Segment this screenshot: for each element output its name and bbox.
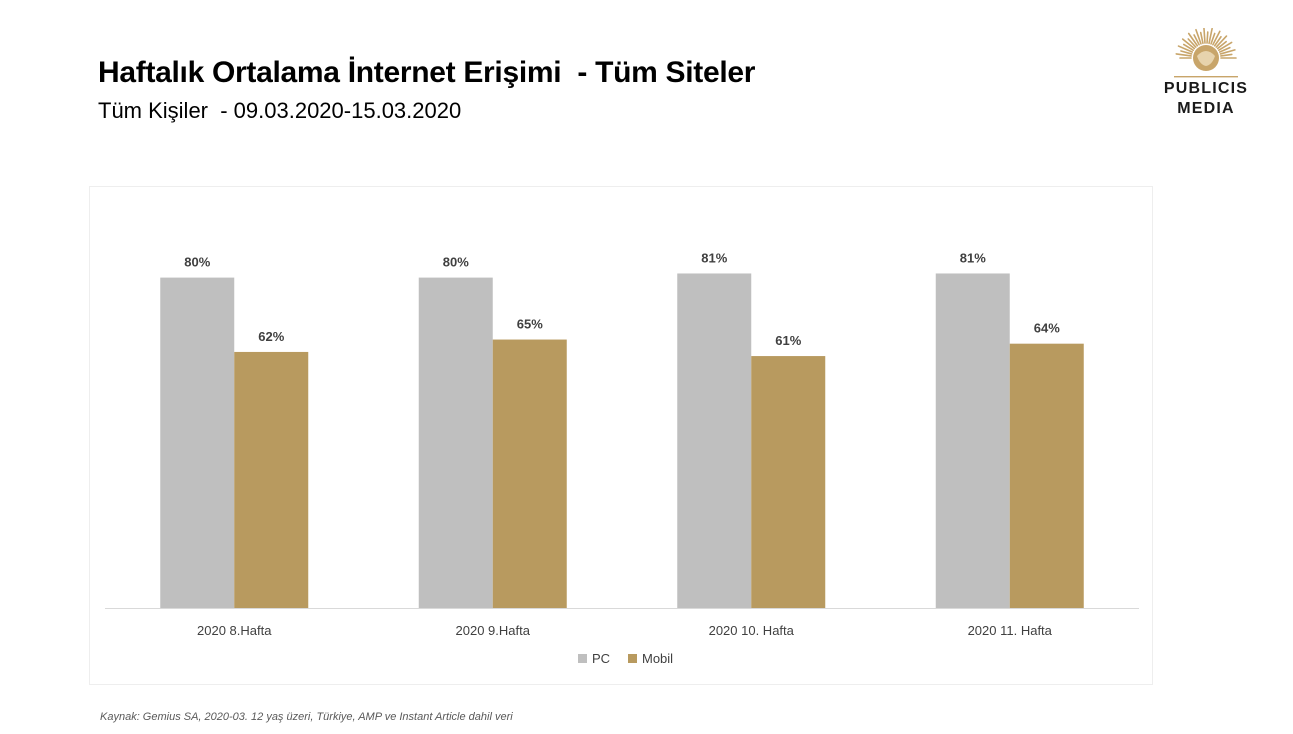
- legend-swatch-mobil: [628, 654, 637, 663]
- bar-pc-3: [677, 273, 752, 608]
- legend-swatch-pc: [578, 654, 587, 663]
- bar-mobil-1: [234, 351, 309, 608]
- lion-emblem-icon: [1174, 27, 1238, 78]
- data-label-mobil-1: 62%: [258, 329, 284, 344]
- source-note: Kaynak: Gemius SA, 2020-03. 12 yaş üzeri…: [100, 711, 513, 723]
- data-label-mobil-3: 61%: [775, 333, 801, 348]
- x-tick-label-1: 2020 8.Hafta: [197, 623, 272, 638]
- data-label-pc-1: 80%: [184, 255, 210, 270]
- bar-pc-2: [418, 277, 493, 608]
- bar-chart: 80% 62% 2020 8.Hafta 80% 65% 2020 9.Hafta 81% 6…: [105, 250, 1139, 666]
- page-subtitle: Tüm Kişiler - 09.03.2020-15.03.2020: [98, 98, 462, 123]
- data-label-pc-3: 81%: [701, 250, 727, 265]
- logo-text-line2: MEDIA: [1177, 100, 1235, 117]
- page-title: Haftalık Ortalama İnternet Erişimi - Tüm…: [98, 56, 756, 89]
- bar-pc-1: [160, 277, 235, 608]
- chart-frame: 80% 62% 2020 8.Hafta 80% 65% 2020 9.Hafta 81% 6…: [89, 186, 1153, 685]
- x-tick-label-3: 2020 10. Hafta: [709, 623, 795, 638]
- bar-pc-4: [935, 273, 1010, 608]
- x-tick-label-2: 2020 9.Hafta: [456, 623, 531, 638]
- data-label-pc-4: 81%: [960, 250, 986, 265]
- data-label-mobil-4: 64%: [1034, 321, 1060, 336]
- data-label-mobil-2: 65%: [517, 317, 543, 332]
- publicis-media-logo: PUBLICIS MEDIA: [1146, 27, 1266, 123]
- bar-mobil-2: [492, 339, 567, 608]
- logo-text-line1: PUBLICIS: [1163, 80, 1249, 97]
- data-label-pc-2: 80%: [443, 255, 469, 270]
- legend-label-mobil: Mobil: [642, 651, 673, 666]
- legend-label-pc: PC: [592, 651, 610, 666]
- bar-mobil-4: [1009, 343, 1084, 608]
- bar-mobil-3: [751, 356, 826, 608]
- x-tick-label-4: 2020 11. Hafta: [968, 623, 1053, 638]
